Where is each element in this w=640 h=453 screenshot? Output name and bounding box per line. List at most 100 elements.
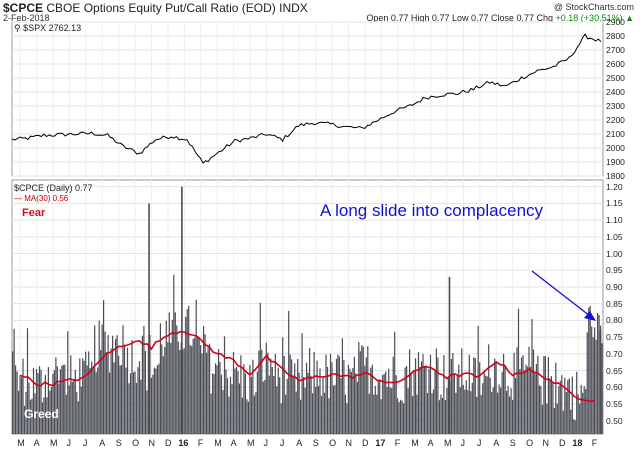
- cpce-bar: [212, 373, 214, 434]
- cpce-bar: [516, 347, 518, 434]
- spx-ytick: 1800: [606, 171, 625, 181]
- cpce-bar: [264, 380, 266, 434]
- cpce-bar: [592, 337, 594, 434]
- cpce-spike-bar: [599, 330, 602, 434]
- spx-ytick: 2800: [606, 31, 625, 41]
- cpce-bar: [289, 354, 291, 434]
- arrow-head: [584, 311, 596, 321]
- cpce-bar: [474, 358, 476, 434]
- cpce-bar: [80, 386, 82, 434]
- cpce-bar: [231, 384, 233, 434]
- greed-label: Greed: [24, 407, 59, 421]
- cpce-bar: [309, 348, 311, 434]
- x-tick-label: D: [164, 438, 172, 448]
- cpce-bar: [577, 394, 579, 434]
- x-tick-label: M: [444, 438, 452, 448]
- cpce-bar: [71, 381, 73, 434]
- cpce-bar: [471, 382, 473, 434]
- cpce-bar: [576, 371, 578, 434]
- cpce-bar: [161, 344, 163, 434]
- cpce-bar: [528, 346, 530, 434]
- cpce-bar: [334, 384, 336, 434]
- cpce-spike-bar: [148, 203, 150, 434]
- cpce-bar: [435, 348, 437, 434]
- x-tick-label: D: [558, 438, 566, 448]
- cpce-bar: [98, 320, 100, 434]
- cpce-bar: [31, 398, 33, 434]
- cpce-bar: [89, 368, 91, 434]
- cpce-bar: [326, 366, 329, 434]
- cpce-bar: [509, 396, 511, 434]
- cpce-bar: [167, 342, 169, 434]
- cpce-bar: [465, 380, 467, 434]
- cpce-bar: [337, 354, 339, 434]
- cpce-bar: [519, 369, 521, 434]
- cpce-bar: [232, 351, 235, 434]
- cpce-ytick: 0.50: [606, 415, 623, 426]
- cpce-ytick: 1.00: [606, 248, 623, 259]
- x-tick-label: A: [296, 438, 303, 448]
- cpce-bar: [464, 389, 466, 434]
- cpce-ytick: 0.60: [606, 382, 623, 393]
- cpce-bar: [162, 356, 164, 434]
- cpce-bar: [235, 366, 238, 434]
- cpce-bar: [21, 377, 23, 434]
- cpce-bar: [143, 325, 145, 434]
- cpce-bar: [570, 409, 572, 434]
- x-tick-label: M: [411, 438, 419, 448]
- cpce-bar: [426, 393, 429, 434]
- cpce-bar: [92, 368, 94, 434]
- cpce-bar: [331, 362, 333, 434]
- cpce-bar: [500, 387, 502, 434]
- cpce-bar: [315, 387, 317, 434]
- x-tick-label: O: [526, 438, 534, 448]
- cpce-bar: [44, 375, 46, 434]
- cpce-bar: [532, 349, 535, 434]
- cpce-bar: [567, 380, 569, 434]
- x-tick-label: M: [17, 438, 25, 448]
- cpce-bar: [507, 385, 509, 434]
- cpce-ytick: 0.95: [606, 265, 623, 276]
- cpce-bar: [282, 337, 284, 434]
- cpce-bar: [486, 376, 488, 434]
- cpce-bar: [247, 401, 249, 434]
- cpce-bar: [146, 390, 148, 434]
- cpce-bar: [171, 319, 173, 434]
- cpce-bar: [504, 365, 506, 434]
- cpce-bar: [65, 394, 67, 434]
- cpce-bar: [553, 408, 555, 434]
- cpce-bar: [95, 372, 97, 434]
- cpce-bar: [497, 392, 499, 434]
- cpce-bar: [483, 370, 485, 434]
- cpce-bar: [58, 383, 60, 434]
- cpce-bar: [501, 371, 503, 434]
- cpce-bar: [288, 310, 290, 434]
- cpce-bar: [34, 393, 36, 434]
- cpce-bar: [265, 342, 267, 434]
- cpce-bar: [234, 368, 236, 434]
- cpce-bar: [144, 350, 146, 434]
- cpce-bar: [383, 373, 385, 434]
- cpce-bar: [188, 305, 190, 434]
- spx-ytick: 2500: [606, 73, 625, 83]
- cpce-bar: [329, 353, 332, 434]
- cpce-bar: [343, 360, 345, 434]
- cpce-bar: [586, 332, 588, 434]
- cpce-bar: [128, 383, 130, 434]
- spx-ytick: 2200: [606, 115, 625, 125]
- cpce-bar: [112, 335, 114, 434]
- cpce-bar: [52, 373, 54, 434]
- spx-panel-frame: [11, 21, 604, 177]
- cpce-bar: [434, 370, 436, 434]
- cpce-bar: [404, 367, 406, 434]
- cpce-bar: [377, 379, 379, 434]
- cpce-bar: [79, 358, 81, 434]
- cpce-bar: [100, 350, 102, 434]
- cpce-bar: [459, 387, 461, 434]
- cpce-bar: [529, 366, 532, 434]
- cpce-bar: [82, 358, 84, 434]
- cpce-bar: [116, 335, 118, 434]
- cpce-ytick: 0.70: [606, 348, 623, 359]
- cpce-bar: [380, 399, 382, 434]
- cpce-bar: [53, 370, 55, 434]
